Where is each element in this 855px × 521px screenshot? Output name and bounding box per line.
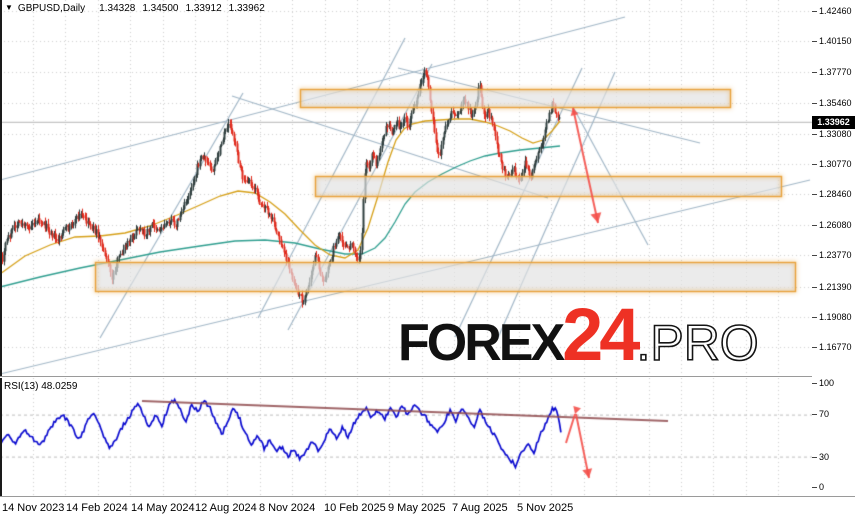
watermark-text-forex: FOREX <box>398 314 565 372</box>
high-value: 1.34500 <box>142 3 179 14</box>
price-tick <box>812 347 817 348</box>
current-price-box: 1.33962 <box>812 115 855 129</box>
rsi-tick <box>812 487 817 488</box>
price-axis-label: 1.21390 <box>819 282 852 292</box>
symbol-header: ▼ GBPUSD,Daily 1.34328 1.34500 1.33912 1.3396… <box>5 3 272 14</box>
price-axis-label: 1.26080 <box>819 220 852 230</box>
date-axis-label: 9 May 2025 <box>388 502 446 514</box>
price-tick <box>812 287 817 288</box>
date-axis-label: 10 Feb 2025 <box>324 502 386 514</box>
open-value: 1.34328 <box>99 3 136 14</box>
date-axis[interactable]: 14 Nov 2023 14 Feb 2024 14 May 2024 12 Aug … <box>0 497 855 521</box>
price-tick <box>812 194 817 195</box>
rsi-axis-label: 100 <box>819 378 835 388</box>
price-tick <box>812 11 817 12</box>
price-axis-label: 1.37770 <box>819 67 852 77</box>
rsi-tick <box>812 414 817 415</box>
date-axis-label: 14 Nov 2023 <box>2 502 65 514</box>
close-value: 1.33962 <box>228 3 265 14</box>
date-axis-label: 12 Aug 2024 <box>195 502 257 514</box>
window-left-border <box>0 0 2 497</box>
date-axis-label: 7 Aug 2025 <box>452 502 508 514</box>
rsi-tick <box>812 383 817 384</box>
price-axis-label: 1.16770 <box>819 342 852 352</box>
watermark-text-24: 24 <box>562 293 640 376</box>
price-tick <box>812 72 817 73</box>
price-tick <box>812 103 817 104</box>
rsi-axis-label: 0 <box>819 482 825 492</box>
price-tick <box>812 164 817 165</box>
forex24pro-watermark: FOREX 24 .PRO <box>398 293 788 376</box>
watermark-text-pro: .PRO <box>636 314 760 372</box>
price-axis-label: 1.23770 <box>819 250 852 260</box>
rsi-axis-label: 30 <box>819 452 830 462</box>
date-axis-label: 14 Feb 2024 <box>66 502 128 514</box>
price-axis-label: 1.33080 <box>819 129 852 139</box>
date-axis-separator <box>0 496 855 497</box>
rsi-tick <box>812 457 817 458</box>
date-axis-label: 5 Nov 2025 <box>517 502 574 514</box>
price-axis-label: 1.35460 <box>819 98 852 108</box>
price-axis-label: 1.42460 <box>819 6 852 16</box>
price-tick <box>812 317 817 318</box>
main-chart-canvas[interactable] <box>0 0 812 376</box>
chevron-down-icon[interactable]: ▼ <box>5 3 13 12</box>
rsi-indicator-label: RSI(13) 48.0259 <box>4 381 78 392</box>
rsi-indicator-canvas[interactable] <box>0 378 812 496</box>
price-axis-label: 1.30770 <box>819 159 852 169</box>
rsi-axis-label: 70 <box>819 409 830 419</box>
price-tick <box>812 134 817 135</box>
price-axis-label: 1.19080 <box>819 312 852 322</box>
price-axis[interactable]: 1.42460 1.40150 1.37770 1.35460 1.33080 1.307… <box>812 0 855 496</box>
price-tick <box>812 41 817 42</box>
date-axis-label: 14 May 2024 <box>131 502 195 514</box>
price-tick <box>812 255 817 256</box>
price-axis-label: 1.28460 <box>819 189 852 199</box>
price-tick <box>812 225 817 226</box>
price-axis-label: 1.40150 <box>819 36 852 46</box>
symbol-period-label: GBPUSD,Daily <box>17 3 86 14</box>
low-value: 1.33912 <box>185 3 222 14</box>
date-axis-label: 8 Nov 2024 <box>259 502 316 514</box>
panel-separator[interactable] <box>0 376 855 378</box>
